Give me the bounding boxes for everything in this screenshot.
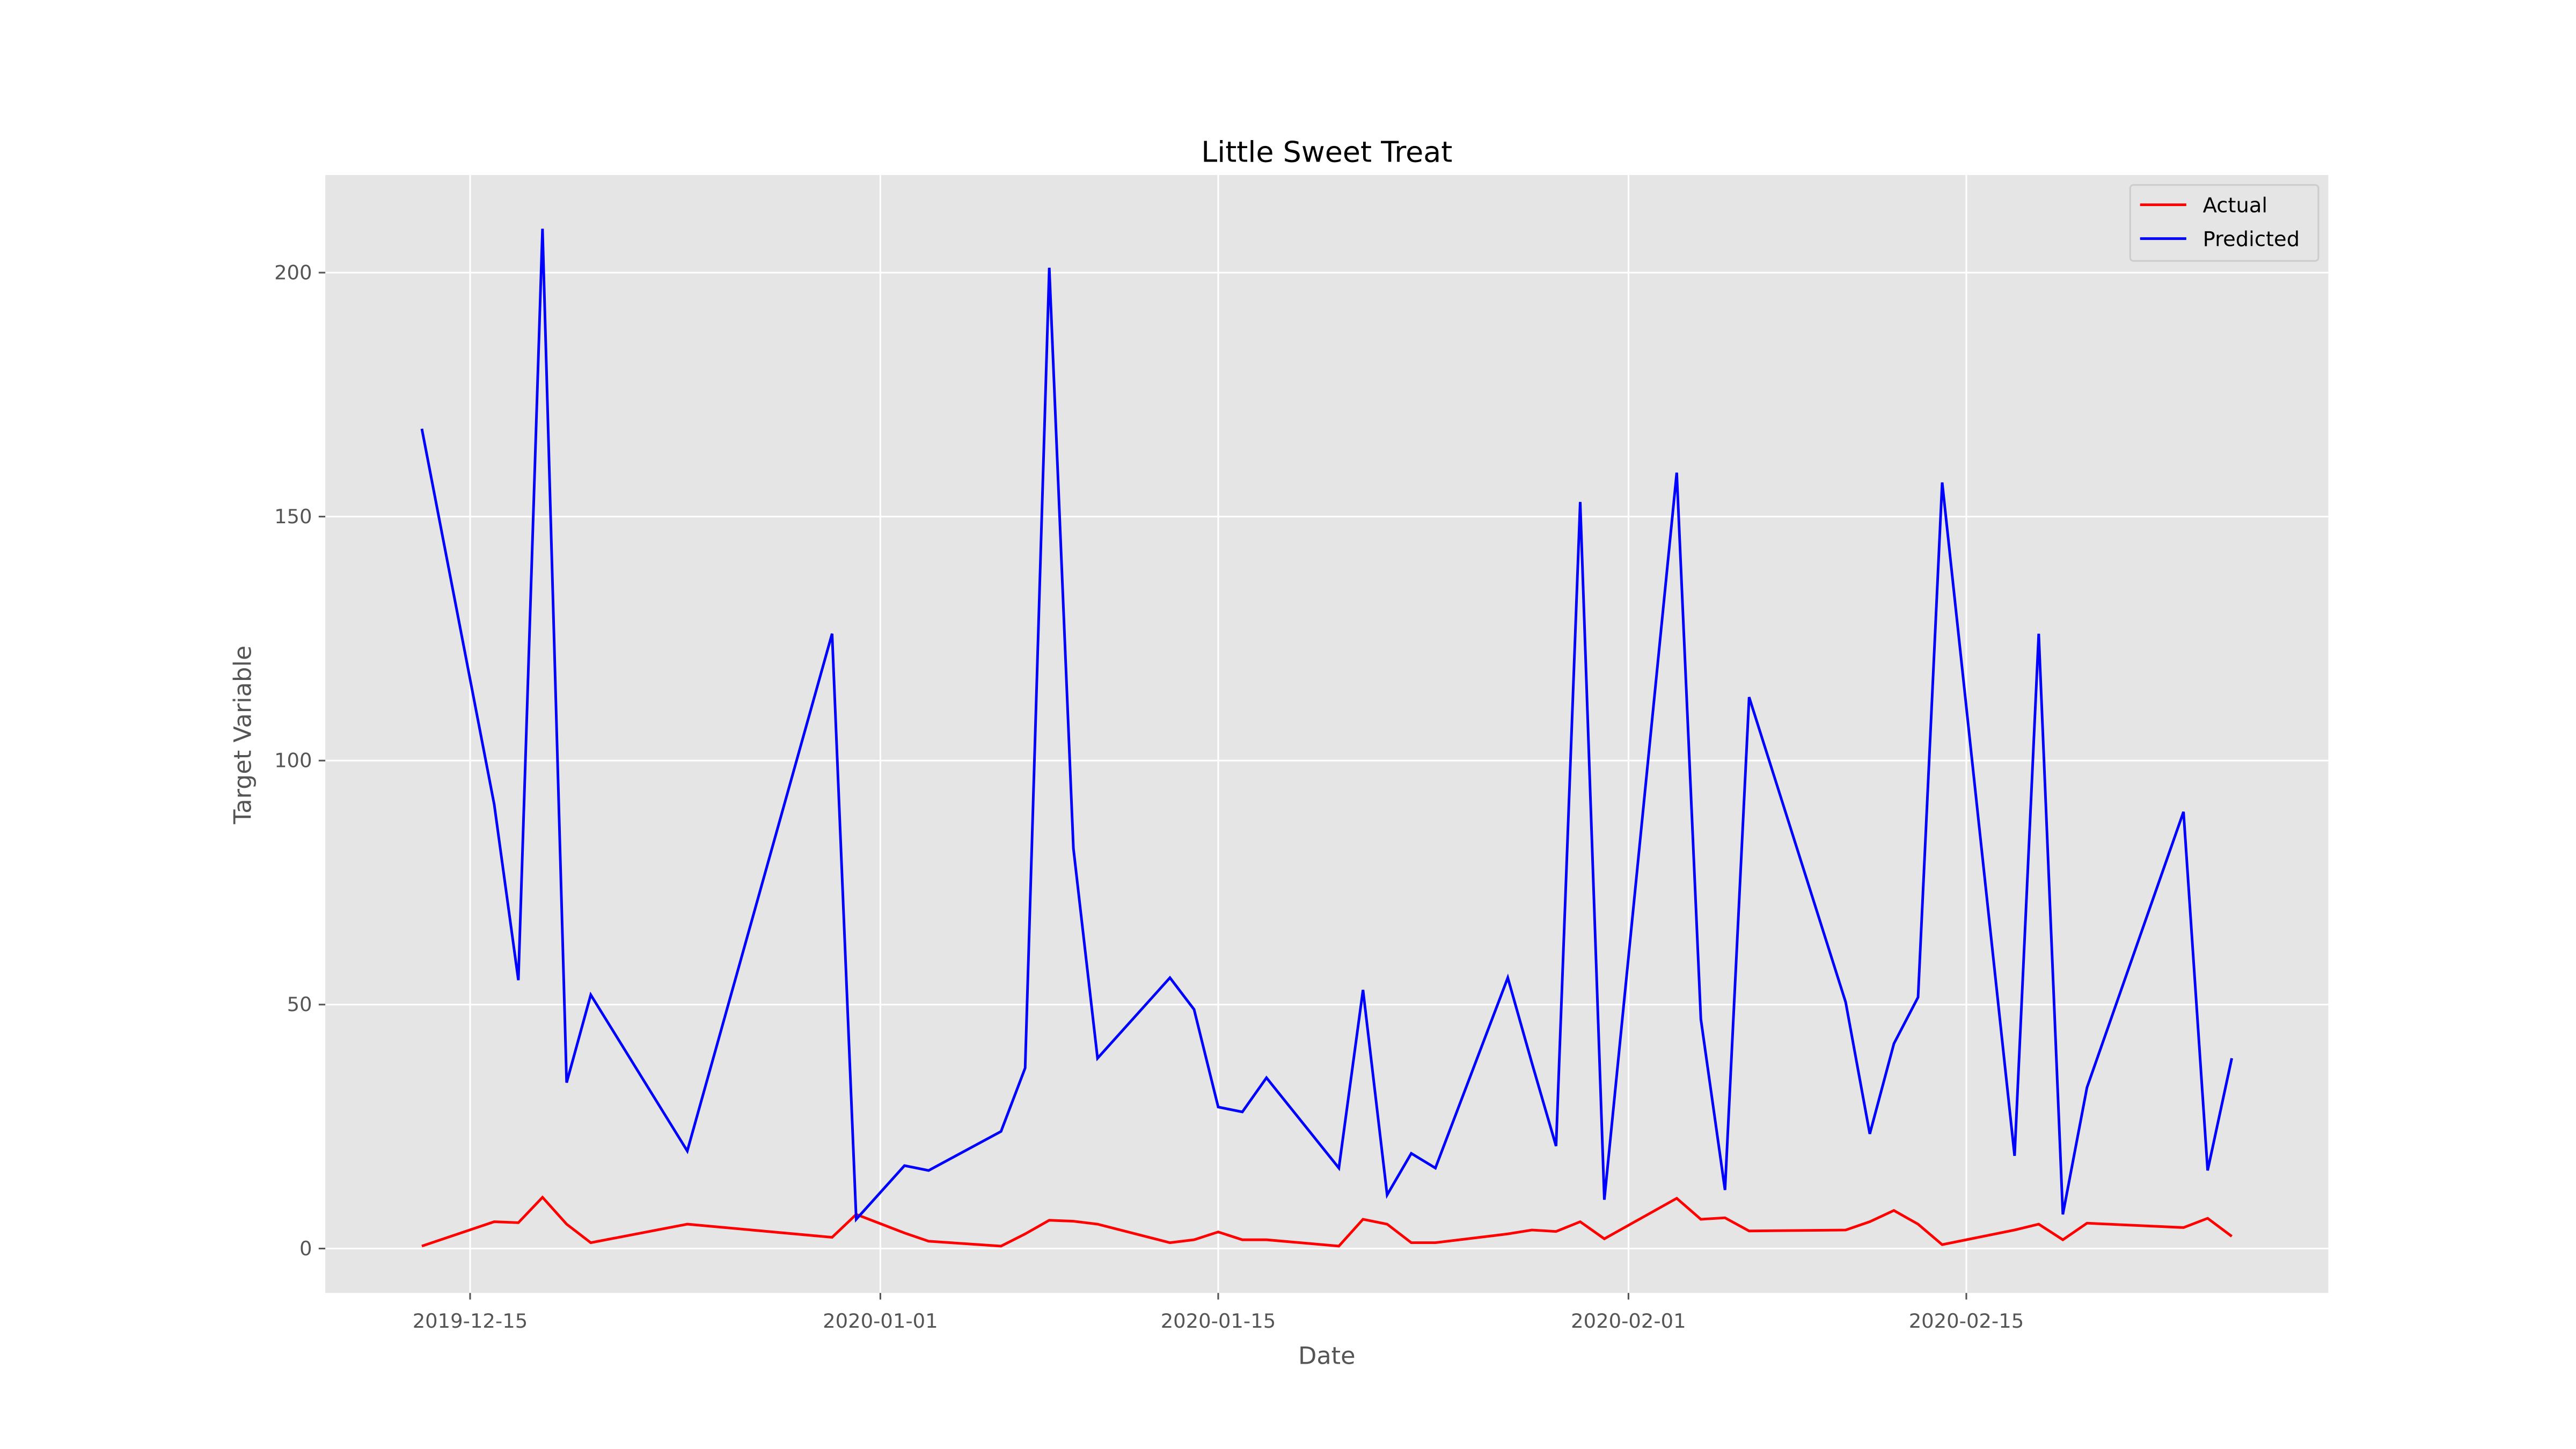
- y-tick-label: 150: [274, 505, 312, 528]
- line-series: [421, 1195, 2233, 1248]
- x-tick-label: 2020-02-01: [1571, 1309, 1686, 1333]
- chart-title: Little Sweet Treat: [1201, 135, 1452, 169]
- x-axis-label: Date: [1298, 1342, 1356, 1370]
- x-tick-label: 2019-12-15: [413, 1309, 528, 1333]
- line-series: [420, 229, 2233, 1223]
- y-axis-label: Target Variable: [229, 646, 257, 825]
- plot-area: [325, 175, 2329, 1293]
- y-tick-label: 50: [287, 993, 312, 1016]
- y-tick-label: 100: [274, 749, 312, 772]
- legend-label: Actual: [2203, 193, 2267, 217]
- y-tick-label: 0: [299, 1237, 312, 1260]
- legend: Actual Predicted: [2129, 184, 2319, 262]
- x-tick-label: 2020-01-15: [1161, 1309, 1276, 1333]
- x-tick-label: 2020-01-01: [823, 1309, 938, 1333]
- y-tick-label: 200: [274, 261, 312, 284]
- legend-label: Predicted: [2203, 227, 2300, 251]
- x-tick-label: 2020-02-15: [1909, 1309, 2024, 1333]
